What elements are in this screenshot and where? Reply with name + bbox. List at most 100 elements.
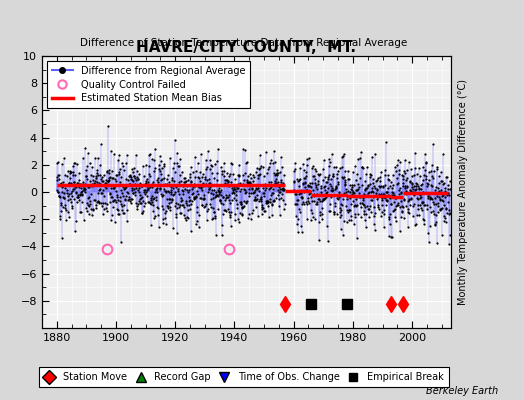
Point — [396, 184, 404, 191]
Point — [339, 153, 347, 160]
Point — [362, 178, 370, 184]
Point — [369, 194, 377, 200]
Point — [152, 186, 160, 192]
Point — [193, 160, 202, 167]
Point — [250, 188, 258, 195]
Point — [238, 204, 246, 211]
Point — [89, 206, 97, 212]
Point — [151, 189, 159, 195]
Point — [376, 192, 384, 198]
Point — [116, 179, 125, 185]
Point — [361, 204, 369, 210]
Point — [81, 180, 89, 187]
Point — [394, 156, 402, 163]
Point — [297, 189, 305, 196]
Point — [190, 195, 199, 201]
Point — [311, 216, 319, 222]
Point — [428, 162, 436, 169]
Point — [426, 194, 434, 200]
Point — [217, 192, 225, 199]
Point — [249, 190, 257, 196]
Point — [317, 189, 325, 195]
Point — [210, 209, 219, 216]
Point — [369, 180, 377, 186]
Point — [437, 168, 445, 175]
Point — [336, 226, 345, 232]
Point — [198, 174, 206, 180]
Point — [294, 177, 303, 183]
Point — [399, 204, 408, 211]
Point — [161, 221, 170, 227]
Point — [277, 194, 286, 201]
Point — [55, 192, 63, 199]
Point — [196, 194, 204, 201]
Point — [382, 189, 390, 196]
Point — [401, 157, 410, 163]
Point — [352, 176, 361, 183]
Point — [306, 180, 314, 186]
Point — [224, 178, 232, 185]
Point — [237, 198, 246, 205]
Point — [105, 191, 114, 197]
Point — [213, 170, 222, 176]
Point — [114, 157, 122, 164]
Point — [225, 197, 234, 203]
Point — [378, 183, 387, 189]
Point — [420, 217, 428, 224]
Point — [368, 188, 376, 194]
Point — [416, 202, 424, 208]
Point — [266, 184, 275, 191]
Point — [289, 179, 298, 186]
Point — [158, 193, 167, 199]
Point — [431, 187, 439, 194]
Point — [247, 181, 255, 188]
Point — [80, 184, 89, 191]
Point — [61, 202, 69, 208]
Point — [439, 181, 447, 187]
Point — [132, 185, 140, 191]
Point — [384, 176, 392, 182]
Point — [114, 211, 123, 217]
Point — [84, 211, 93, 217]
Point — [72, 189, 81, 195]
Point — [268, 212, 276, 218]
Point — [405, 158, 413, 165]
Point — [294, 183, 303, 189]
Point — [218, 222, 226, 228]
Point — [424, 181, 433, 188]
Legend: Difference from Regional Average, Quality Control Failed, Estimated Station Mean: Difference from Regional Average, Qualit… — [47, 61, 250, 108]
Point — [338, 202, 346, 208]
Point — [337, 174, 346, 180]
Point — [147, 221, 155, 228]
Point — [89, 177, 97, 183]
Point — [309, 162, 318, 169]
Point — [125, 172, 133, 179]
Point — [442, 174, 450, 180]
Point — [67, 199, 75, 205]
Point — [89, 173, 97, 179]
Point — [137, 195, 146, 201]
Point — [290, 168, 298, 174]
Point — [361, 187, 369, 194]
Point — [134, 201, 143, 208]
Point — [269, 198, 277, 204]
Point — [79, 154, 87, 161]
Point — [337, 201, 345, 208]
Point — [156, 153, 165, 160]
Point — [414, 165, 423, 171]
Point — [245, 178, 253, 185]
Point — [137, 194, 146, 200]
Point — [149, 179, 157, 185]
Point — [191, 193, 200, 199]
Point — [422, 176, 431, 182]
Point — [397, 189, 405, 195]
Point — [247, 216, 256, 222]
Point — [93, 172, 102, 178]
Point — [375, 191, 383, 197]
Point — [202, 200, 211, 207]
Point — [62, 173, 71, 179]
Point — [185, 171, 194, 178]
Point — [410, 192, 419, 198]
Point — [225, 191, 234, 198]
Point — [407, 166, 416, 172]
